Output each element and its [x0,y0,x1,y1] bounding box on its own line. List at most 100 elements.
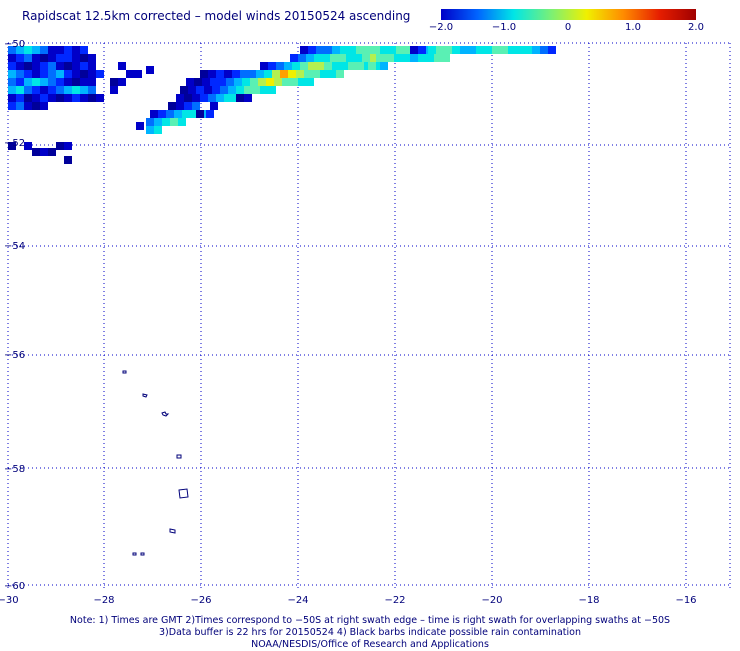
colorbar-gradient [441,9,696,20]
wind-cell [404,46,412,54]
wind-cell [184,94,192,102]
wind-cell [428,46,436,54]
wind-cell [64,62,72,70]
wind-cell [8,94,16,102]
wind-cell [16,46,24,54]
wind-cell [32,54,40,62]
wind-cell [146,126,154,134]
wind-cell [48,54,56,62]
wind-cell [176,94,184,102]
wind-cell [196,86,204,94]
wind-cell [402,54,410,62]
wind-cell [8,62,16,70]
wind-cell [162,118,170,126]
wind-cell [88,78,96,86]
wind-cell [56,70,64,78]
wind-cell [48,78,56,86]
wind-cell [154,126,162,134]
wind-cell [208,94,216,102]
wind-cell [484,46,492,54]
x-tick-label: −30 [0,595,19,606]
wind-cell [88,94,96,102]
wind-cell [266,78,274,86]
wind-cell [48,94,56,102]
wind-cell [96,94,104,102]
wind-cell [236,94,244,102]
wind-cell [308,62,316,70]
wind-cell [64,156,72,164]
wind-cell [338,54,346,62]
wind-cell [384,46,392,54]
wind-cell [468,46,476,54]
wind-cell [88,62,96,70]
wind-cell [80,46,88,54]
wind-cell [290,78,298,86]
wind-cell [24,70,32,78]
wind-cell [16,78,24,86]
colorbar-label: 2.0 [688,22,704,33]
wind-cell [436,46,444,54]
wind-cell [492,46,500,54]
x-tick-label: −18 [578,595,599,606]
wind-cell [332,46,340,54]
wind-cell [280,70,288,78]
colorbar-label: 0 [564,22,572,33]
x-tick-label: −26 [190,595,211,606]
wind-cell [244,86,252,94]
wind-cell [192,102,200,110]
island-outline [161,411,170,417]
wind-cell [64,86,72,94]
wind-cell [80,70,88,78]
wind-cell [64,94,72,102]
wind-cell [136,122,144,130]
wind-cell [348,46,356,54]
wind-cell [24,54,32,62]
wind-cell [410,54,418,62]
wind-cell [328,70,336,78]
wind-cell [268,86,276,94]
wind-cell [426,54,434,62]
wind-cell [154,118,162,126]
wind-cell [314,54,322,62]
wind-cell [356,62,364,70]
wind-cell [372,46,380,54]
wind-cell [376,54,384,62]
wind-cell [274,78,282,86]
wind-cell [48,70,56,78]
x-tick-label: −24 [287,595,308,606]
wind-cell [80,86,88,94]
wind-cell [16,86,24,94]
island-outline [132,552,145,556]
wind-cell [126,70,134,78]
island-outline [178,488,189,499]
wind-cell [56,54,64,62]
island-outline [142,393,148,398]
wind-cell [72,70,80,78]
wind-cell [40,46,48,54]
wind-cell [118,62,126,70]
wind-cell [308,46,316,54]
y-tick-label: −50 [4,39,25,50]
wind-cell [226,78,234,86]
wind-cell [72,62,80,70]
y-axis-ticks: −50 −52 −54 −56 −58 −60 [4,39,25,592]
x-tick-label: −28 [93,595,114,606]
wind-cell [80,94,88,102]
wind-cell [72,94,80,102]
wind-cell [194,78,202,86]
wind-cell [316,46,324,54]
wind-cell [16,54,24,62]
wind-cell [186,78,194,86]
footnote-line: 3)Data buffer is 22 hrs for 20150524 4) … [159,627,581,638]
colorbar-label: −1.0 [491,22,517,33]
wind-cell [16,62,24,70]
wind-cell [48,46,56,54]
wind-cell [88,70,96,78]
colorbar-label: 1.0 [625,22,641,33]
wind-cell [434,54,442,62]
wind-cell [316,62,324,70]
y-tick-label: −56 [4,350,25,361]
wind-cell [212,86,220,94]
y-tick-label: −54 [4,241,25,252]
wind-cell [232,70,240,78]
